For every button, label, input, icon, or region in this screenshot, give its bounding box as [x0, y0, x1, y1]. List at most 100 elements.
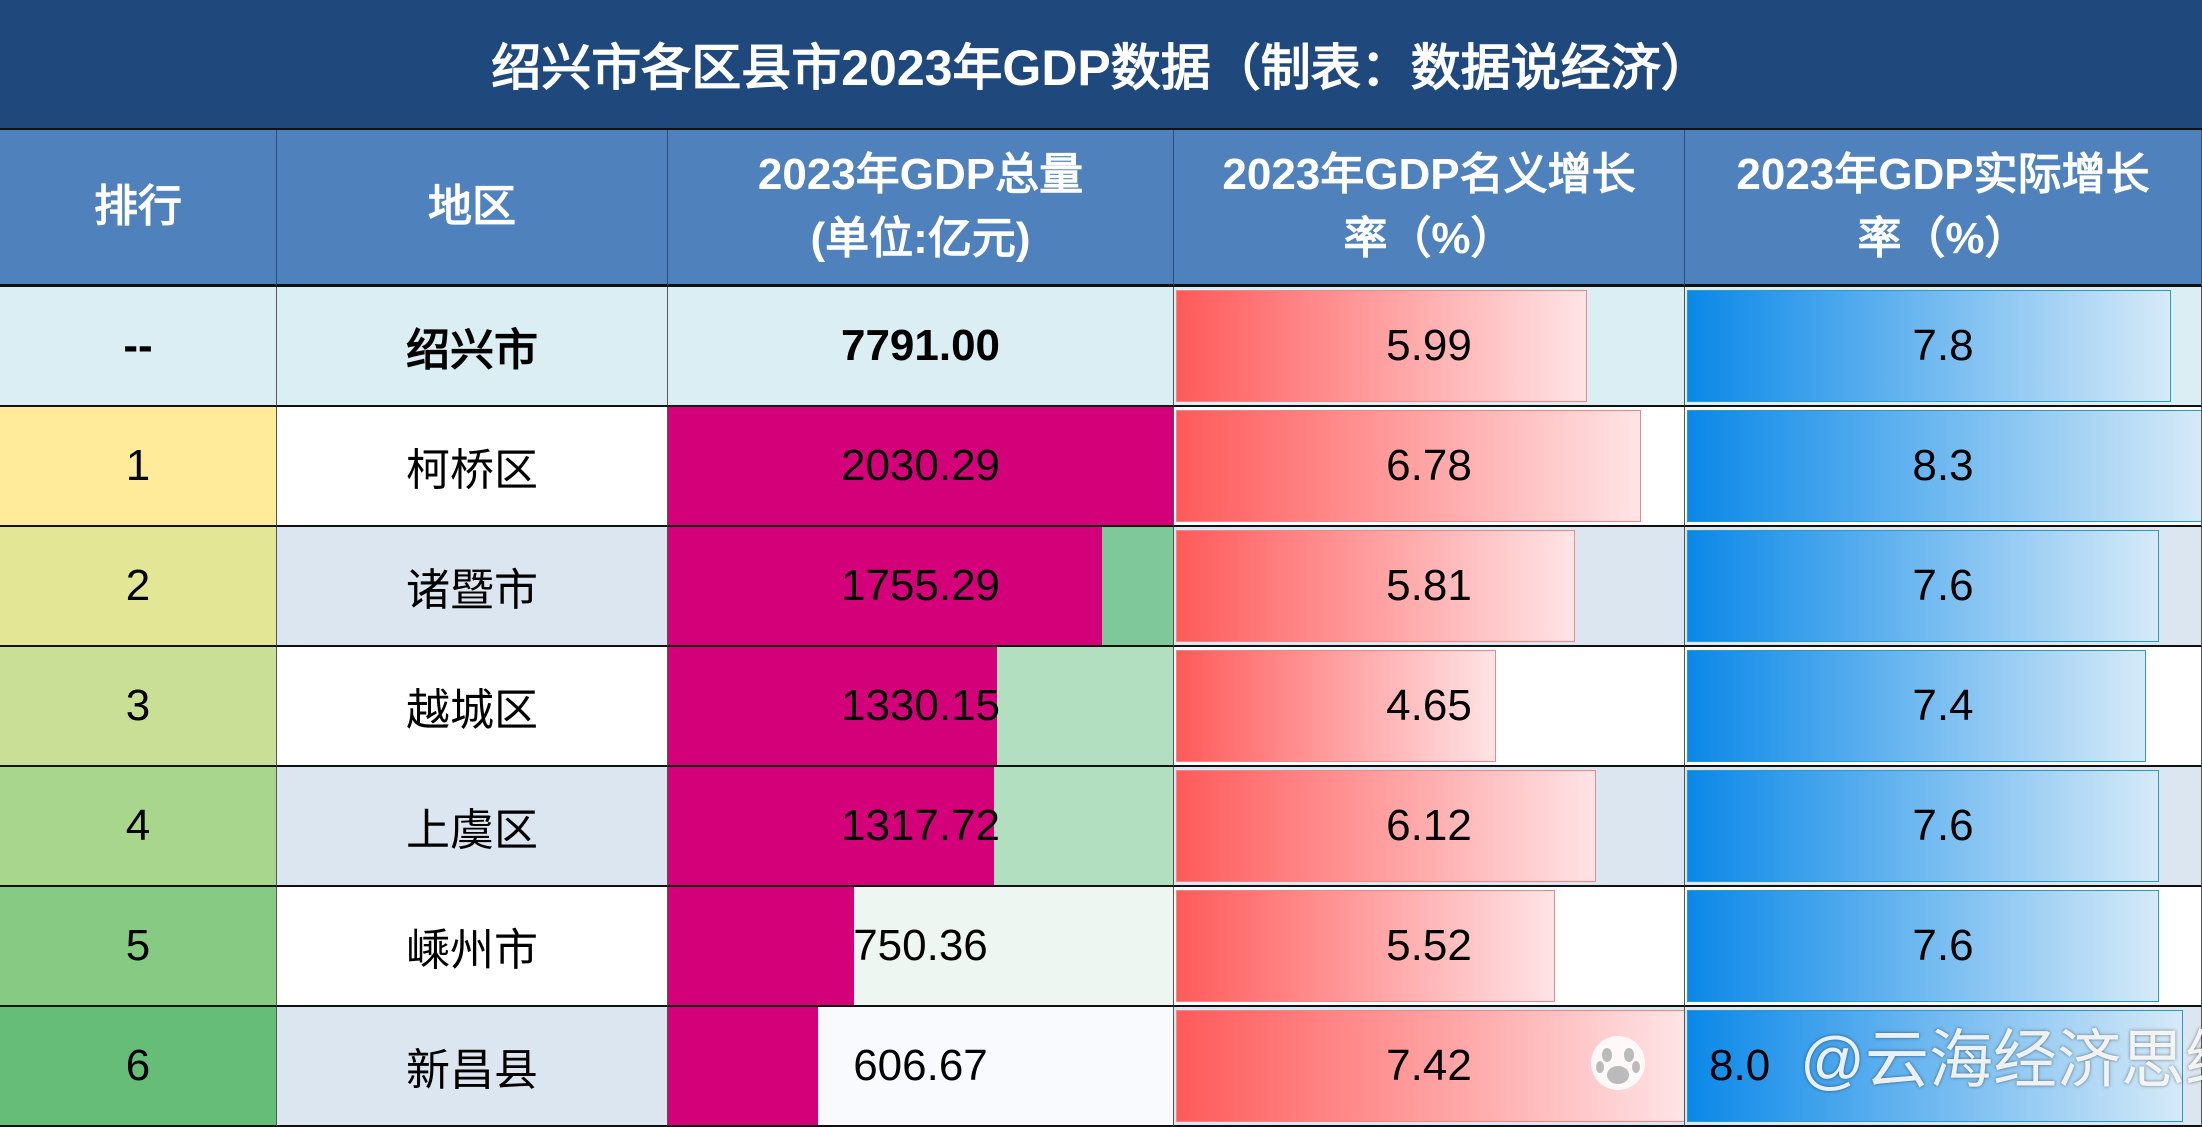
real-value: 8.0 — [1709, 1041, 1771, 1090]
real-growth-bar — [1687, 770, 2159, 882]
header-label: 率（%） — [1857, 214, 2029, 263]
cell-region: 嵊州市 — [277, 887, 668, 1007]
header-label: (单位:亿元) — [810, 214, 1031, 263]
real-value: 7.6 — [1912, 561, 1974, 610]
rank-value: 2 — [125, 561, 151, 610]
real-value: 8.3 — [1912, 441, 1974, 490]
rank-value: -- — [123, 321, 153, 370]
region-value: 嵊州市 — [406, 926, 538, 975]
cell-rank: 1 — [0, 407, 277, 527]
cell-nominal: 5.52 — [1174, 887, 1685, 1007]
gdp-value: 7791.00 — [840, 321, 1001, 370]
table-title: 绍兴市各区县市2023年GDP数据（制表：数据说经济） — [0, 0, 2202, 130]
nominal-value: 6.78 — [1386, 441, 1472, 490]
real-value: 7.8 — [1912, 321, 1974, 370]
cell-nominal: 6.12 — [1174, 767, 1685, 887]
nominal-growth-bar — [1176, 650, 1496, 762]
rank-value: 5 — [125, 921, 151, 970]
cell-nominal: 5.81 — [1174, 527, 1685, 647]
gdp-bar — [668, 407, 1170, 525]
cell-gdp: 1317.72 — [668, 767, 1174, 887]
real-growth-bar — [1687, 530, 2159, 642]
cell-region: 上虞区 — [277, 767, 668, 887]
header-label: 地区 — [428, 182, 516, 231]
header-region: 地区 — [277, 130, 668, 287]
nominal-growth-bar — [1176, 290, 1588, 402]
real-growth-bar — [1687, 650, 2147, 762]
cell-real: 8.0 — [1685, 1007, 2202, 1127]
nominal-value: 4.65 — [1386, 681, 1472, 730]
nominal-value: 6.12 — [1386, 801, 1472, 850]
nominal-value: 5.99 — [1386, 321, 1472, 370]
header-nominal-growth: 2023年GDP名义增长 率（%） — [1174, 130, 1685, 287]
rank-value: 1 — [125, 441, 151, 490]
cell-nominal: 6.78 — [1174, 407, 1685, 527]
gdp-bar — [668, 647, 997, 765]
gdp-bar — [668, 767, 994, 885]
real-value: 7.6 — [1912, 921, 1974, 970]
gdp-value: 1755.29 — [840, 561, 1001, 610]
real-growth-bar — [1687, 1010, 2184, 1122]
gdp-value: 1330.15 — [840, 681, 1001, 730]
region-value: 柯桥区 — [406, 446, 538, 495]
real-value: 7.6 — [1912, 801, 1974, 850]
gdp-value: 750.36 — [853, 921, 988, 970]
nominal-growth-bar — [1176, 770, 1597, 882]
cell-real: 7.6 — [1685, 767, 2202, 887]
rank-value: 3 — [125, 681, 151, 730]
nominal-value: 5.52 — [1386, 921, 1472, 970]
header-label: 2023年GDP实际增长 — [1736, 150, 2150, 199]
real-growth-bar — [1687, 290, 2172, 402]
watermark-text: @云海经济思维 — [1800, 1024, 2202, 1096]
cell-rank: 2 — [0, 527, 277, 647]
header-label: 2023年GDP名义增长 — [1222, 150, 1636, 199]
gdp-value: 1317.72 — [840, 801, 1001, 850]
header-gdp-total: 2023年GDP总量 (单位:亿元) — [668, 130, 1174, 287]
cell-real: 8.3 — [1685, 407, 2202, 527]
header-rank: 排行 — [0, 130, 277, 287]
cell-nominal: 4.65 — [1174, 647, 1685, 767]
cell-rank: 3 — [0, 647, 277, 767]
nominal-value: 5.81 — [1386, 561, 1472, 610]
cell-region: 诸暨市 — [277, 527, 668, 647]
nominal-growth-bar — [1176, 890, 1556, 1002]
cell-gdp: 2030.29 — [668, 407, 1174, 527]
cell-gdp: 1755.29 — [668, 527, 1174, 647]
region-value: 越城区 — [406, 686, 538, 735]
real-value: 7.4 — [1912, 681, 1974, 730]
gdp-value: 2030.29 — [840, 441, 1001, 490]
gdp-bar — [668, 1007, 818, 1125]
rank-value: 6 — [125, 1041, 151, 1090]
cell-rank: -- — [0, 287, 277, 407]
region-value: 诸暨市 — [406, 566, 538, 615]
nominal-growth-bar — [1176, 530, 1575, 642]
nominal-growth-bar — [1176, 410, 1642, 522]
real-growth-bar — [1687, 410, 2201, 522]
cell-nominal: 5.99 — [1174, 287, 1685, 407]
gdp-bar — [668, 887, 854, 1005]
cell-real: 7.4 — [1685, 647, 2202, 767]
gdp-bar — [668, 527, 1102, 645]
cell-gdp: 750.36 — [668, 887, 1174, 1007]
real-growth-bar — [1687, 890, 2159, 1002]
cell-region: 越城区 — [277, 647, 668, 767]
header-real-growth: 2023年GDP实际增长 率（%） — [1685, 130, 2202, 287]
cell-real: 7.6 — [1685, 527, 2202, 647]
gdp-value: 606.67 — [853, 1041, 988, 1090]
rank-value: 4 — [125, 801, 151, 850]
cell-region: 新昌县 — [277, 1007, 668, 1127]
nominal-value: 7.42 — [1386, 1041, 1472, 1090]
cell-rank: 6 — [0, 1007, 277, 1127]
cell-gdp: 606.67 — [668, 1007, 1174, 1127]
cell-region: 柯桥区 — [277, 407, 668, 527]
cell-real: 7.8 — [1685, 287, 2202, 407]
cell-region: 绍兴市 — [277, 287, 668, 407]
cell-gdp: 7791.00 — [668, 287, 1174, 407]
region-value: 绍兴市 — [406, 326, 538, 375]
cell-gdp: 1330.15 — [668, 647, 1174, 767]
cell-real: 7.6 — [1685, 887, 2202, 1007]
cell-rank: 5 — [0, 887, 277, 1007]
header-label: 2023年GDP总量 — [757, 150, 1084, 199]
baidu-paw-icon — [1591, 1036, 1645, 1090]
cell-rank: 4 — [0, 767, 277, 887]
